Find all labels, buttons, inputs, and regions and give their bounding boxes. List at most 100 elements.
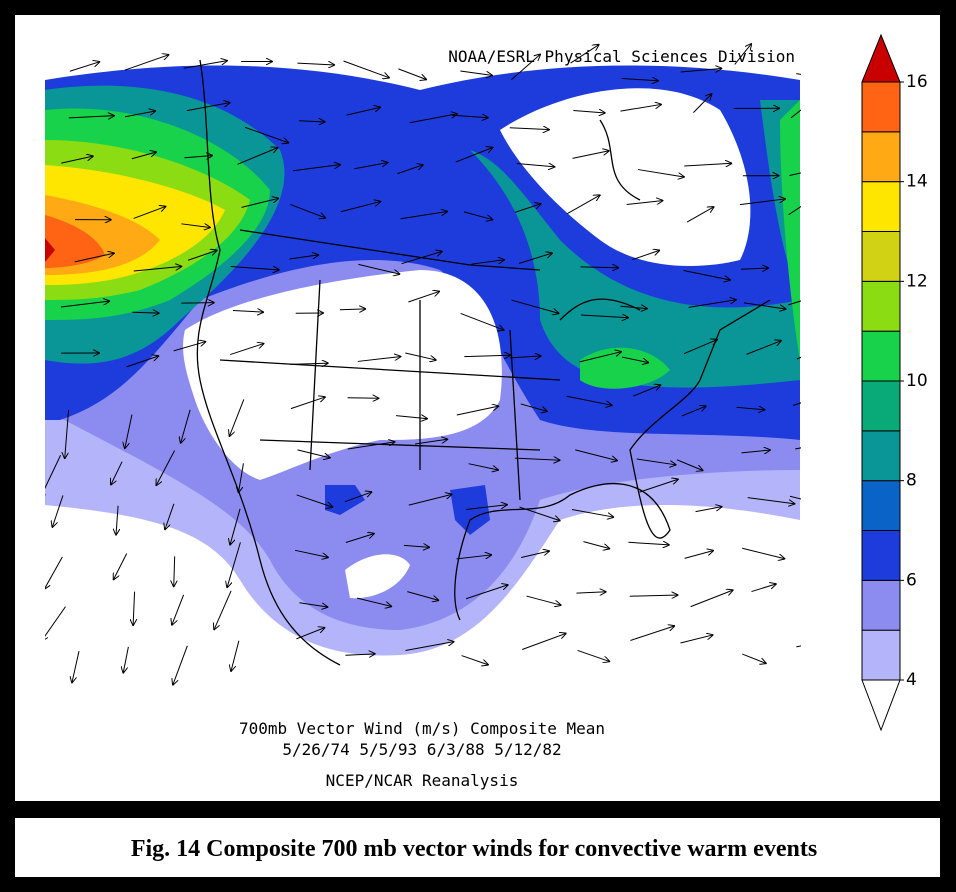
colorbar-box [861, 81, 901, 133]
blob-tx [450, 485, 490, 535]
wind-arrow [683, 339, 718, 355]
colorbar-tick-label: 4 [906, 670, 917, 690]
wind-arrow [187, 250, 217, 261]
wind-arrow [340, 201, 381, 213]
blob-nm [325, 485, 365, 515]
wind-arrow [298, 121, 326, 122]
wind-arrow [514, 204, 542, 213]
wind-arrow [751, 584, 776, 593]
shade-15 [45, 215, 105, 268]
wind-arrow [734, 43, 752, 65]
colorbar-tick-label: 6 [906, 570, 917, 590]
wind-arrow [522, 633, 566, 650]
wind-arrow [111, 461, 123, 486]
wind-arrow [575, 449, 618, 461]
wind-arrow [292, 165, 341, 172]
wind-arrow [511, 299, 559, 313]
wind-arrow [632, 385, 661, 397]
wind-arrow [45, 556, 63, 590]
wind-arrow [740, 268, 769, 269]
wind-arrow [113, 553, 128, 581]
wind-arrow [676, 459, 704, 471]
wind-arrow [465, 585, 508, 600]
wind-arrow [294, 549, 329, 557]
wind-arrow [245, 126, 289, 143]
wind-arrow [116, 505, 118, 536]
wind-arrow [230, 266, 280, 269]
wind-arrow [690, 590, 734, 608]
wind-arrow [299, 602, 328, 607]
wind-arrow [126, 356, 160, 368]
wind-arrow [583, 541, 610, 549]
wind-arrow [133, 591, 135, 626]
wind-arrow [460, 70, 492, 75]
wind-arrow [345, 533, 375, 543]
wind-arrow [181, 224, 210, 228]
wind-arrow [74, 253, 115, 263]
wind-arrow [684, 550, 714, 559]
wind-arrow [339, 309, 366, 310]
wind-arrow [626, 200, 664, 206]
wind-arrow [289, 255, 320, 260]
wind-arrow [638, 169, 685, 178]
wind-arrow [133, 266, 182, 272]
wind-arrow [297, 63, 335, 65]
wind-arrow [45, 606, 66, 642]
wind-arrow [683, 269, 731, 280]
wind-arrow [186, 103, 231, 112]
wind-arrow [407, 591, 439, 601]
wind-arrow [452, 115, 489, 118]
colorbar-box [861, 380, 901, 432]
wind-arrow [742, 653, 766, 664]
wind-arrow [241, 198, 280, 208]
wind-arrow [573, 111, 605, 113]
wind-arrow [131, 152, 157, 160]
calm-mexico [345, 554, 410, 599]
wind-arrow [68, 116, 115, 118]
wind-arrow [628, 542, 669, 545]
wind-arrow [227, 542, 241, 588]
wind-arrow [405, 642, 455, 651]
colorbar-tick-label: 12 [906, 271, 928, 291]
shade-10 [45, 100, 800, 389]
wind-arrow [790, 109, 801, 119]
wind-arrow [789, 495, 801, 500]
wind-arrow [510, 356, 541, 358]
map-source: NCEP/NCAR Reanalysis [326, 771, 519, 790]
wind-arrow [45, 455, 62, 499]
wind-arrow [229, 399, 245, 436]
wind-arrow [123, 646, 129, 674]
wind-arrow [636, 458, 677, 465]
wind-arrow [125, 414, 133, 449]
wind-arrow [514, 458, 561, 460]
wind-arrow [460, 312, 505, 330]
wind-arrow [520, 403, 548, 412]
colorbar: 4 6 8 10 12 14 16 [861, 33, 928, 732]
wind-arrow [580, 315, 629, 318]
wind-arrow [290, 363, 328, 364]
wind-arrow [290, 397, 326, 410]
coastlines [196, 59, 771, 666]
wind-arrow [518, 253, 553, 264]
wind-arrow [345, 654, 375, 655]
wind-arrow [344, 492, 372, 503]
wind-arrow [680, 635, 713, 644]
wind-arrow [358, 263, 400, 274]
wind-arrow [456, 406, 499, 416]
wind-arrow [621, 356, 649, 363]
wind-arrow [214, 590, 232, 630]
wind-arrow [180, 409, 191, 444]
colorbar-box [861, 280, 901, 332]
wind-arrow [789, 172, 801, 176]
wind-arrow [511, 54, 540, 81]
wind-arrow [405, 352, 436, 360]
wind-arrow [742, 547, 785, 559]
wind-arrow [165, 503, 175, 530]
wind-arrow [576, 592, 606, 593]
wind-arrow [629, 595, 679, 596]
wind-arrow [408, 494, 453, 506]
credit: NOAA/ESRL Physical Sciences Division [448, 47, 795, 66]
wind-arrow [396, 416, 428, 419]
wind-arrow [693, 93, 712, 113]
